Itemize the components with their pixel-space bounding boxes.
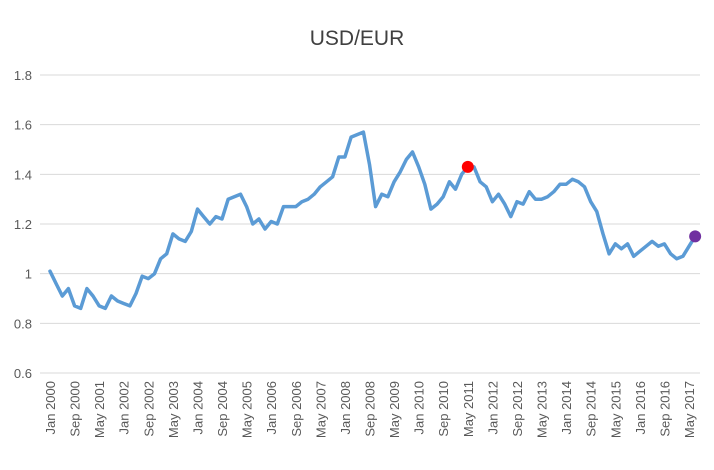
x-tick-label: May 2013 xyxy=(535,381,550,438)
x-tick-label: Jan 2008 xyxy=(338,381,353,435)
x-tick-label: Sep 2014 xyxy=(584,381,599,437)
x-tick-label: May 2017 xyxy=(682,381,697,438)
x-tick-label: Jan 2002 xyxy=(117,381,132,435)
x-tick-label: Sep 2006 xyxy=(289,381,304,437)
y-tick-label: 1.8 xyxy=(14,68,32,83)
x-tick-label: Jan 2016 xyxy=(633,381,648,435)
x-tick-label: Jan 2014 xyxy=(559,381,574,435)
highlight-point xyxy=(689,230,702,243)
x-tick-label: Jan 2004 xyxy=(190,381,205,435)
x-tick-label: May 2015 xyxy=(608,381,623,438)
y-tick-label: 0.8 xyxy=(14,316,32,331)
x-tick-label: May 2001 xyxy=(92,381,107,438)
x-tick-label: Jan 2006 xyxy=(264,381,279,435)
line-series xyxy=(48,130,697,311)
highlight-point xyxy=(461,160,474,173)
x-tick-label: Sep 2016 xyxy=(657,381,672,437)
x-tick-label: Jan 2012 xyxy=(485,381,500,435)
x-tick-label: May 2005 xyxy=(240,381,255,438)
chart-title: USD/EUR xyxy=(310,27,405,50)
x-tick-label: May 2011 xyxy=(461,381,476,437)
x-tick-label: Sep 2002 xyxy=(141,381,156,437)
x-tick-label: Sep 2010 xyxy=(436,381,451,437)
y-tick-label: 1.6 xyxy=(14,118,32,133)
y-tick-label: 0.6 xyxy=(14,366,32,381)
x-tick-label: May 2003 xyxy=(166,381,181,438)
x-tick-label: Sep 2004 xyxy=(215,381,230,437)
x-tick-label: Sep 2012 xyxy=(510,381,525,437)
y-tick-label: 1.4 xyxy=(14,167,32,182)
x-tick-label: Sep 2008 xyxy=(363,381,378,437)
x-tick-label: May 2007 xyxy=(313,381,328,438)
y-tick-label: 1 xyxy=(25,267,32,282)
x-tick-label: Sep 2000 xyxy=(68,381,83,437)
x-tick-label: May 2009 xyxy=(387,381,402,438)
x-tick-label: Jan 2010 xyxy=(412,381,427,435)
y-tick-label: 1.2 xyxy=(14,217,32,232)
x-tick-label: Jan 2000 xyxy=(43,381,58,435)
